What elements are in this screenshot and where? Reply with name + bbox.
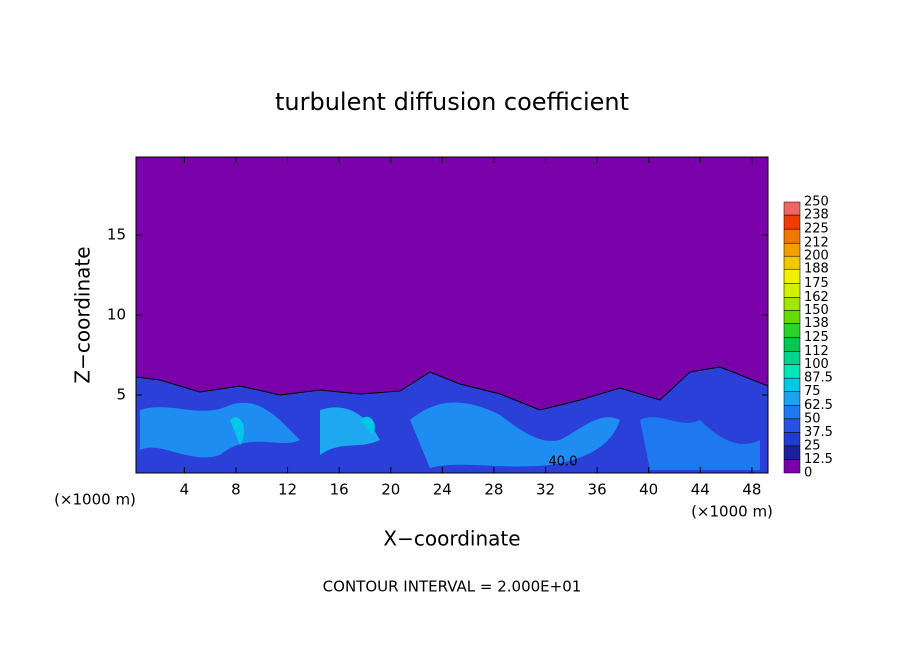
- colorbar-bin: [783, 351, 801, 365]
- colorbar-label: 100: [804, 357, 829, 372]
- y-tick-label: 15: [107, 226, 126, 244]
- colorbar-bin: [783, 201, 801, 216]
- colorbar-bin: [783, 323, 801, 338]
- colorbar-label: 162: [804, 290, 829, 305]
- colorbar-label: 112: [804, 344, 829, 359]
- colorbar-label: 225: [804, 222, 829, 237]
- colorbar-bin: [783, 255, 801, 270]
- colorbar-label: 25: [804, 438, 821, 453]
- colorbar-label: 238: [804, 208, 829, 223]
- y-axis-label: Z−coordinate: [71, 246, 95, 383]
- x-tick-label: 40: [639, 481, 658, 499]
- x-tick-label: 48: [742, 481, 761, 499]
- x-tick-label: 4: [180, 481, 190, 499]
- colorbar-label: 125: [804, 330, 829, 345]
- colorbar-bin: [783, 459, 801, 474]
- colorbar-label: 75: [804, 384, 821, 399]
- footer: CONTOUR INTERVAL = 2.000E+01: [323, 578, 582, 596]
- y-tick-label: 5: [116, 386, 126, 404]
- colorbar-label: 150: [804, 303, 829, 318]
- field-region: [140, 402, 300, 458]
- colorbar-bin: [783, 337, 801, 352]
- x-tick-label: 32: [536, 481, 555, 499]
- colorbar-label: 250: [804, 195, 829, 210]
- x-tick-label: 44: [691, 481, 710, 499]
- colorbar-label: 37.5: [804, 425, 833, 440]
- x-unit: (×1000 m): [691, 503, 773, 521]
- colorbar-bin: [783, 445, 801, 460]
- y-tick-label: 10: [107, 306, 126, 324]
- field: [135, 157, 769, 474]
- colorbar-label: 62.5: [804, 398, 833, 413]
- colorbar-bin: [783, 391, 801, 406]
- colorbar-bin: [783, 268, 801, 284]
- colorbar-bin: [783, 310, 801, 324]
- x-tick-label: 8: [231, 481, 241, 499]
- colorbar-bin: [783, 297, 801, 311]
- colorbar-label: 87.5: [804, 371, 833, 386]
- colorbar-label: 0: [804, 466, 812, 481]
- x-tick-label: 24: [433, 481, 452, 499]
- colorbar-bin: [783, 418, 801, 433]
- x-tick-label: 28: [484, 481, 503, 499]
- colorbar-label: 200: [804, 249, 829, 264]
- colorbar-bin: [783, 364, 801, 379]
- field-region: [320, 407, 380, 455]
- x-tick-label: 36: [588, 481, 607, 499]
- colorbar-label: 138: [804, 316, 829, 331]
- colorbar-bin: [783, 242, 801, 257]
- colorbar-label: 12.5: [804, 452, 833, 467]
- colorbar-label: 188: [804, 262, 829, 277]
- colorbar-bin: [783, 214, 801, 230]
- x-axis-label: X−coordinate: [383, 527, 520, 551]
- colorbar-bin: [783, 377, 801, 392]
- field-region: [640, 417, 760, 470]
- colorbar-label: 175: [804, 276, 829, 291]
- x-tick-label: 12: [278, 481, 297, 499]
- field-region: [410, 402, 620, 468]
- colorbar-label: 50: [804, 411, 821, 426]
- colorbar-bin: [783, 405, 801, 420]
- x-tick-label: 20: [381, 481, 400, 499]
- colorbar-bin: [783, 228, 801, 244]
- colorbar-bin: [783, 283, 801, 298]
- x-tick-label: 16: [330, 481, 349, 499]
- y-unit: (×1000 m): [54, 491, 136, 509]
- chart-title: turbulent diffusion coefficient: [275, 88, 629, 116]
- colorbar-bin: [783, 432, 801, 447]
- contour-label: 40.0: [549, 455, 578, 470]
- colorbar-label: 212: [804, 236, 829, 251]
